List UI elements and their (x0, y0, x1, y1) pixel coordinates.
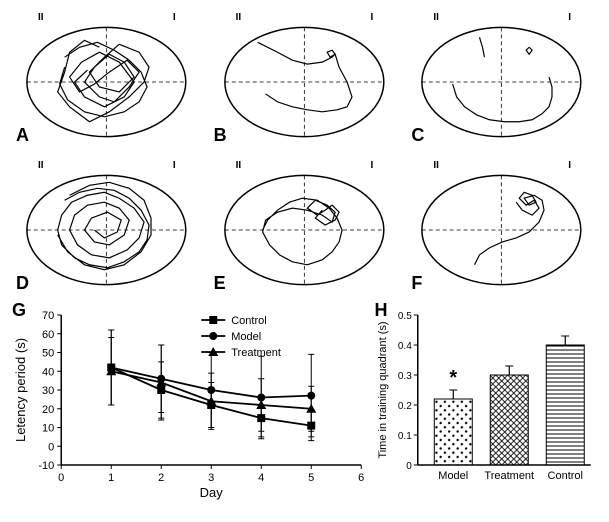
svg-text:Time in training quadrant (s): Time in training quadrant (s) (377, 321, 389, 458)
svg-text:Control: Control (548, 470, 583, 482)
svg-text:0: 0 (58, 472, 64, 484)
svg-text:Control: Control (231, 315, 266, 327)
svg-text:6: 6 (358, 472, 364, 484)
panel-label-f: F (411, 273, 422, 294)
panel-c: II I C (405, 10, 599, 154)
panel-label-g: G (12, 300, 26, 321)
svg-text:4: 4 (258, 472, 264, 484)
quad-ii: II (236, 12, 242, 23)
chart-g: G -10 0 10 20 30 40 50 60 70 0 1 2 3 4 5 6 Day Letency pe… (10, 300, 372, 500)
quad-ii: II (433, 12, 439, 23)
chart-h: H 0 0.1 0.2 0.3 0.4 0.5 Time in training quadr… (372, 300, 599, 500)
svg-text:0.1: 0.1 (398, 431, 412, 442)
panel-label-e: E (214, 273, 226, 294)
panel-label-c: C (411, 125, 424, 146)
svg-text:0.3: 0.3 (398, 371, 412, 382)
bottom-charts: G -10 0 10 20 30 40 50 60 70 0 1 2 3 4 5 6 Day Letency pe… (10, 300, 599, 500)
quad-i: I (568, 160, 571, 171)
svg-text:70: 70 (42, 310, 54, 322)
svg-text:5: 5 (308, 472, 314, 484)
svg-text:1: 1 (108, 472, 114, 484)
panel-label-a: A (16, 125, 29, 146)
svg-text:0: 0 (407, 461, 413, 472)
svg-text:50: 50 (42, 348, 54, 360)
panel-d: II I D (10, 158, 204, 302)
track-panels: II I A II I B II I C (10, 10, 599, 290)
panel-label-h: H (374, 300, 387, 321)
quad-i: I (371, 160, 374, 171)
svg-text:Day: Day (200, 485, 224, 500)
quad-ii: II (38, 160, 44, 171)
svg-text:30: 30 (42, 385, 54, 397)
svg-text:-10: -10 (38, 460, 54, 472)
quad-ii: II (236, 160, 242, 171)
quad-ii: II (433, 160, 439, 171)
panel-label-d: D (16, 273, 29, 294)
quad-i: I (568, 12, 571, 23)
svg-text:0: 0 (48, 441, 54, 453)
figure-container: II I A II I B II I C (10, 10, 599, 512)
quad-i: I (173, 160, 176, 171)
svg-text:0.4: 0.4 (398, 341, 412, 352)
svg-text:3: 3 (208, 472, 214, 484)
panel-a: II I A (10, 10, 204, 154)
quad-i: I (173, 12, 176, 23)
quad-ii: II (38, 12, 44, 23)
svg-text:Model: Model (231, 331, 261, 343)
svg-text:*: * (450, 367, 458, 389)
svg-text:60: 60 (42, 329, 54, 341)
svg-text:Model: Model (439, 470, 469, 482)
panel-f: II I F (405, 158, 599, 302)
quad-i: I (371, 12, 374, 23)
svg-text:20: 20 (42, 404, 54, 416)
panel-label-b: B (214, 125, 227, 146)
svg-text:0.5: 0.5 (398, 311, 412, 322)
svg-text:10: 10 (42, 423, 54, 435)
panel-b: II I B (208, 10, 402, 154)
svg-text:Treatment: Treatment (485, 470, 535, 482)
svg-text:2: 2 (158, 472, 164, 484)
svg-text:0.2: 0.2 (398, 401, 412, 412)
svg-text:40: 40 (42, 366, 54, 378)
svg-text:Letency period (s): Letency period (s) (13, 338, 28, 442)
svg-text:Treatment: Treatment (231, 347, 281, 359)
panel-e: II I E (208, 158, 402, 302)
